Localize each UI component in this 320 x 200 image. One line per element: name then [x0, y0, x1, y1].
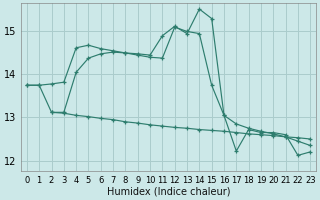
X-axis label: Humidex (Indice chaleur): Humidex (Indice chaleur) [107, 187, 230, 197]
